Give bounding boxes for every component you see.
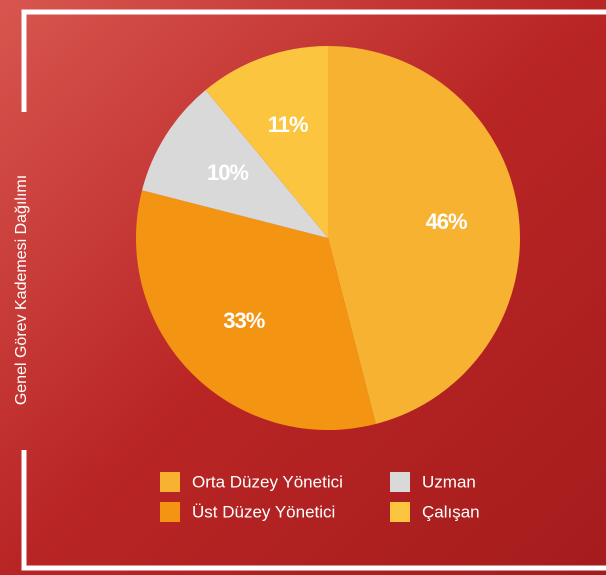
pie-slice bbox=[328, 46, 521, 424]
legend-label: Üst Düzey Yönetici bbox=[192, 502, 335, 521]
pie: 46% 33% 10% 11% bbox=[135, 46, 521, 430]
slice-label: 10% bbox=[207, 160, 248, 185]
legend-swatch bbox=[390, 502, 410, 522]
legend-swatch bbox=[160, 472, 180, 492]
frame bbox=[21, 9, 606, 571]
chart-title: Genel Görev Kademesi Dağılımı bbox=[13, 175, 30, 405]
pie-slice bbox=[205, 46, 328, 238]
legend-label: Orta Düzey Yönetici bbox=[192, 472, 343, 491]
pie-slice bbox=[135, 190, 376, 430]
legend-label: Uzman bbox=[422, 472, 476, 491]
legend-swatch bbox=[390, 472, 410, 492]
legend: Orta Düzey Yönetici Üst Düzey Yönetici Uzm… bbox=[160, 472, 480, 522]
slice-label: 11% bbox=[268, 112, 308, 137]
slice-label: 33% bbox=[223, 308, 264, 333]
slice-label: 46% bbox=[426, 209, 467, 234]
pie-slice bbox=[142, 90, 328, 238]
legend-swatch bbox=[160, 502, 180, 522]
legend-label: Çalışan bbox=[422, 502, 480, 521]
